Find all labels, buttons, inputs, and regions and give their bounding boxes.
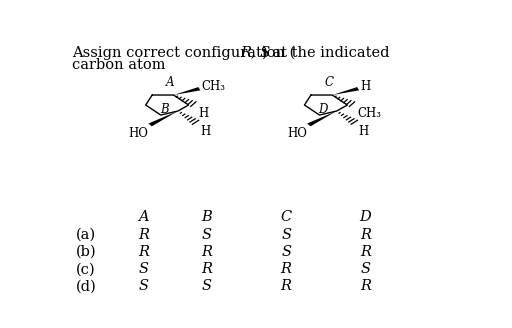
Text: (c): (c) [76,262,96,276]
Text: CH₃: CH₃ [357,107,381,120]
Text: S: S [202,228,212,242]
Text: S: S [138,279,148,293]
Text: ) at the indicated: ) at the indicated [262,46,389,60]
Text: R, S: R, S [241,46,271,60]
Text: H: H [360,80,371,93]
Text: (b): (b) [75,245,96,259]
Text: R: R [201,262,212,276]
Text: A: A [138,211,148,224]
Text: R: R [138,245,149,259]
Text: R: R [201,245,212,259]
Text: B: B [202,211,212,224]
Text: H: H [200,125,210,138]
Text: R: R [138,228,149,242]
Polygon shape [307,111,336,126]
Text: H: H [359,125,369,138]
Text: R: R [360,279,371,293]
Text: S: S [202,279,212,293]
Text: CH₃: CH₃ [202,80,226,93]
Text: A: A [166,76,175,89]
Text: H: H [199,107,209,120]
Text: C: C [281,211,292,224]
Text: HO: HO [128,128,148,140]
Text: R: R [281,262,292,276]
Text: S: S [138,262,148,276]
Text: B: B [160,103,168,116]
Text: D: D [318,103,327,116]
Text: R: R [360,228,371,242]
Text: S: S [281,245,291,259]
Text: HO: HO [287,128,307,140]
Polygon shape [148,111,178,126]
Text: carbon atom: carbon atom [72,58,165,72]
Polygon shape [174,87,200,95]
Text: Assign correct configuration (: Assign correct configuration ( [72,46,295,60]
Text: (d): (d) [75,279,96,293]
Polygon shape [332,87,359,95]
Text: D: D [360,211,371,224]
Text: S: S [360,262,371,276]
Text: R: R [360,245,371,259]
Text: S: S [281,228,291,242]
Text: (a): (a) [76,228,96,242]
Text: R: R [281,279,292,293]
Text: C: C [325,76,334,89]
